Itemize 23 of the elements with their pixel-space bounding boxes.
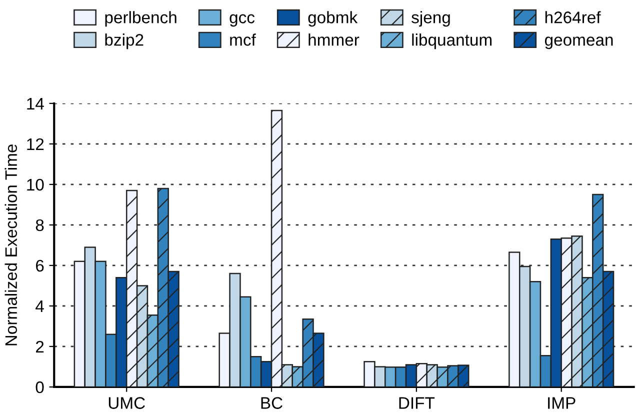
legend-label: geomean: [544, 36, 613, 50]
y-axis-title: Normalized Execution Time: [4, 144, 18, 346]
legend-label: libquantum: [412, 34, 492, 50]
legend-label: mcf: [230, 34, 256, 46]
legend-label: perlbench: [105, 11, 176, 27]
legend-label: bzip2: [105, 34, 144, 50]
y-tick-label: 0: [36, 381, 44, 394]
legend-label: sjeng: [412, 11, 450, 27]
x-tick-label: DIFT: [399, 397, 435, 409]
legend-label: hmmer: [308, 34, 360, 46]
y-tick-label: 12: [27, 138, 44, 150]
y-tick-label: 10: [27, 178, 44, 191]
y-tick-label: 8: [36, 219, 44, 232]
y-tick-label: 2: [36, 340, 44, 353]
x-tick-label: UMC: [108, 397, 145, 409]
legend-label: gcc: [230, 14, 255, 27]
legend-label: h264ref: [545, 11, 601, 24]
y-tick-label: 6: [36, 260, 44, 272]
y-tick-label: 4: [36, 300, 44, 312]
x-tick-label: BC: [261, 397, 282, 409]
y-tick-label: 14: [27, 98, 44, 110]
x-tick-label: IMP: [548, 397, 576, 409]
legend-label: gobmk: [308, 11, 358, 27]
